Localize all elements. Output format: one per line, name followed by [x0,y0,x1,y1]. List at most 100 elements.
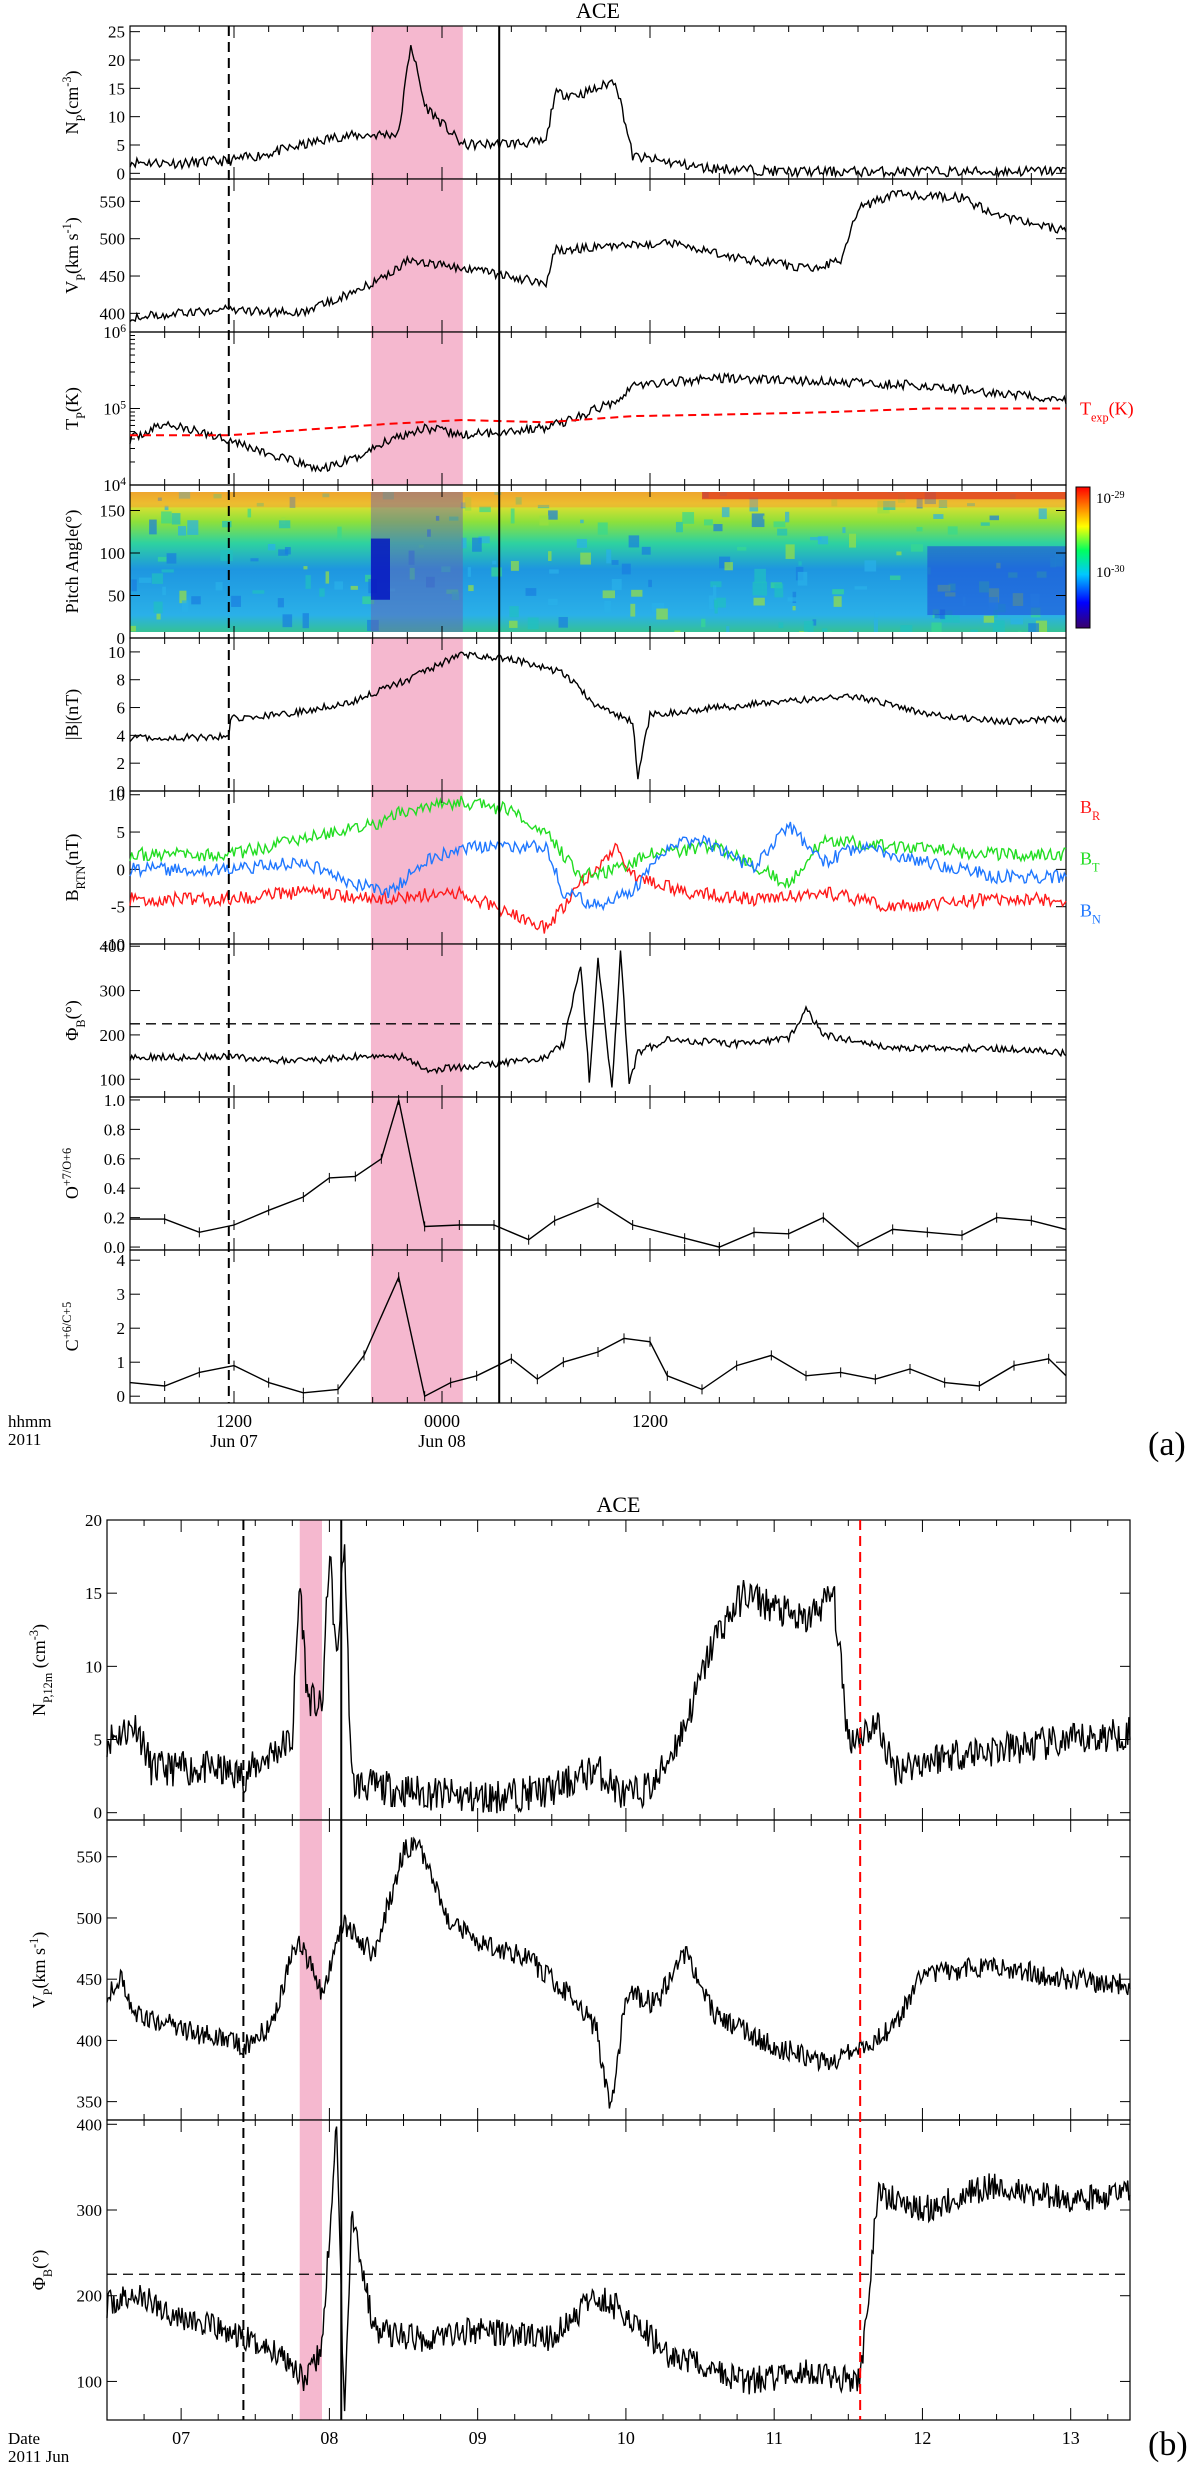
y-tick-label: 400 [77,2031,103,2050]
y-tick-label: 25 [108,23,125,42]
y-tick-label: 550 [100,192,126,211]
y-tick-label: 300 [100,982,126,1001]
series-line-phib [129,950,1067,1088]
y-tick-label: 500 [77,1909,103,1928]
shaded-interval [370,944,463,1097]
y-axis-label: Pitch Angle(°) [62,510,83,614]
series-line-vp [129,189,1067,323]
panel-a-vp: 400 450 500 550 VP(km s-1) [60,178,1067,333]
series-line-o7-o6 [130,1099,1067,1248]
y-tick-label: 0 [94,1804,103,1823]
series-line-b-r [129,842,1067,934]
panel-a-tp: 104 105 106 TP(K) Texp(K) [62,322,1134,496]
shaded-interval [299,2120,322,2420]
y-axis-label: VP(km s-1) [27,1932,55,2009]
y-tick-label: 450 [100,267,126,286]
y-tick-label: 5 [117,136,126,155]
y-tick-label: 8 [117,671,126,690]
y-tick-label: 10 [108,643,125,662]
x-tick-label: 11 [766,2428,783,2448]
y-tick-label: 50 [108,587,125,606]
y-tick-label: 10 [108,786,125,805]
y-tick-label: 0 [117,1387,126,1406]
y-axis-label: BRTN(nT) [62,834,88,902]
colorbar [1075,486,1091,629]
series-line-tp [129,372,1067,473]
y-tick-label: -5 [111,898,125,917]
shaded-interval [370,638,463,791]
legend-bt: BT [1080,848,1100,874]
panel-b-group: ACE 0 5 10 15 20 NP,12m (cm-3) 350 400 450 500 550 V… [8,1492,1131,2466]
y-axis-label: |B|(nT) [62,689,83,740]
panel-b-label: (b) [1148,2426,1188,2463]
x-axis-corner-top: hhmm [8,1412,51,1431]
y-axis-label: NP(cm-3) [60,71,88,135]
y-tick-label: 100 [100,544,126,563]
colorbar-label-min: 10-30 [1096,563,1125,581]
x-axis-corner-bottom: 2011 Jun [8,2447,70,2466]
panel-a-bmag: 0 2 4 6 8 10 |B|(nT) [62,637,1067,801]
y-tick-label: 200 [100,1026,126,1045]
legend-bn: BN [1080,900,1101,926]
legend-br: BR [1080,797,1101,823]
y-tick-label: 4 [117,726,126,745]
series-line-b-t [129,795,1067,889]
panel-b-phib_b: 100 200 300 400 ΦB(°) [29,2115,1131,2421]
colorbar-label-max: 10-29 [1096,490,1125,508]
y-tick-label: 2 [117,1319,126,1338]
y-tick-label: 400 [100,937,126,956]
shaded-interval [370,332,463,485]
y-tick-label: 0 [117,164,126,183]
y-tick-label: 0 [117,629,126,648]
x-tick-label: 09 [469,2428,487,2448]
series-line-b-n [129,821,1067,912]
series-line-t-exp-k- [130,407,1066,437]
y-tick-label: 100 [100,1070,126,1089]
shaded-interval [370,1097,463,1250]
x-tick-label: 12 [913,2428,931,2448]
y-axis-label: ΦB(°) [29,2250,55,2291]
x-axis-corner-bottom: 2011 [8,1430,41,1449]
y-tick-label: 105 [103,398,126,419]
panel-frame [129,1096,1067,1251]
y-tick-label: 15 [108,79,125,98]
y-tick-label: 400 [100,304,126,323]
series-line-c6-c5 [129,1274,1067,1398]
panel-a-brtn: -10 -5 0 5 10 BRTN(nT) BR BT BN [62,786,1101,954]
x-tick-label: 1200 [632,1411,668,1431]
series-line-vp [106,1836,1131,2109]
series-line-phib [106,2126,1131,2412]
y-tick-label: 10 [85,1657,102,1676]
y-tick-label: 1 [117,1353,126,1372]
y-tick-label: 5 [94,1731,103,1750]
y-tick-label: -10 [102,935,125,954]
x-date-label: Jun 07 [210,1431,258,1451]
y-axis-label: C+6/C+5 [60,1302,82,1352]
x-date-label: Jun 08 [418,1431,466,1451]
shaded-interval [370,26,463,179]
panel-frame [129,178,1067,333]
y-tick-label: 106 [103,322,126,343]
panel-frame [129,25,1067,180]
y-tick-label: 5 [117,823,126,842]
series-line--b- [129,651,1067,780]
y-axis-label: NP,12m (cm-3) [27,1624,55,1716]
panel-a-label: (a) [1148,1426,1186,1463]
shaded-interval [370,179,463,332]
series-line-np [129,45,1067,179]
y-tick-label: 15 [85,1584,102,1603]
y-axis-label: VP(km s-1) [60,217,88,294]
y-tick-label: 450 [77,1970,103,1989]
y-axis-label: O+7/O+6 [60,1148,82,1199]
y-axis-label: TP(K) [62,387,88,430]
x-axis-corner-top: Date [8,2429,40,2448]
panel-a-np: 0 5 10 15 20 25 NP(cm-3) [60,23,1067,183]
y-tick-label: 350 [77,2093,103,2112]
x-tick-label: 0000 [424,1411,460,1431]
y-tick-label: 200 [77,2287,103,2306]
x-tick-label: 10 [617,2428,635,2448]
panel-a-phib: 100 200 300 400 ΦB(°) [62,937,1067,1098]
legend-texp: Texp(K) [1080,399,1134,425]
y-tick-label: 500 [100,230,126,249]
